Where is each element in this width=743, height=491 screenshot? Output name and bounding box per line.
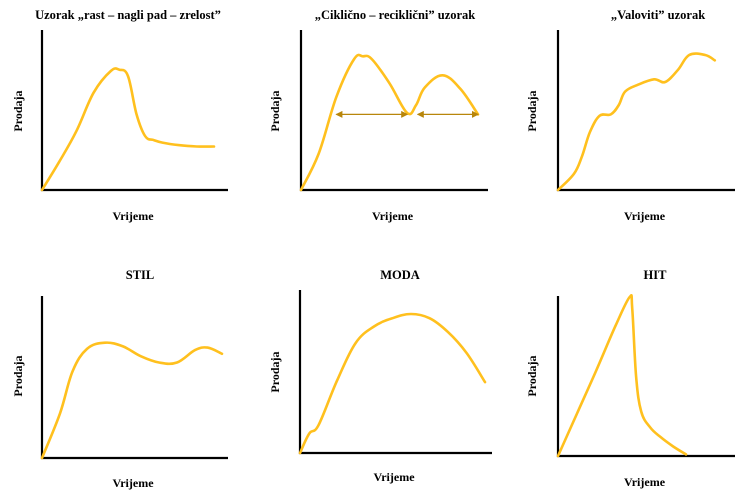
axes: [556, 296, 735, 458]
x-axis-label: Vrijeme: [112, 209, 154, 223]
chart-title: MODA: [380, 268, 420, 282]
chart-title: „Ciklično – reciklični” uzorak: [315, 8, 476, 22]
series-line: [40, 341, 224, 460]
y-axis-label: Prodaja: [268, 90, 282, 131]
series-line: [556, 52, 717, 192]
series-line: [40, 67, 216, 192]
x-axis-label: Vrijeme: [112, 476, 154, 490]
chart-title: Uzorak „rast – nagli pad – zrelost”: [35, 8, 221, 22]
x-axis-label: Vrijeme: [372, 209, 414, 223]
series-line: [299, 53, 480, 192]
series-line: [556, 294, 688, 458]
axes: [298, 290, 492, 455]
x-axis-label: Vrijeme: [373, 470, 415, 484]
y-axis-label: Prodaja: [11, 90, 25, 131]
chart-title: STIL: [126, 268, 155, 282]
axes: [299, 30, 488, 192]
series-line: [298, 312, 487, 455]
chart-title: HIT: [644, 268, 668, 282]
x-axis-label: Vrijeme: [624, 475, 666, 489]
axes: [556, 30, 735, 192]
y-axis-label: Prodaja: [11, 355, 25, 396]
x-axis-label: Vrijeme: [624, 209, 666, 223]
y-axis-label: Prodaja: [525, 90, 539, 131]
y-axis-label: Prodaja: [268, 351, 282, 392]
y-axis-label: Prodaja: [525, 355, 539, 396]
chart-title: „Valoviti” uzorak: [611, 8, 705, 22]
